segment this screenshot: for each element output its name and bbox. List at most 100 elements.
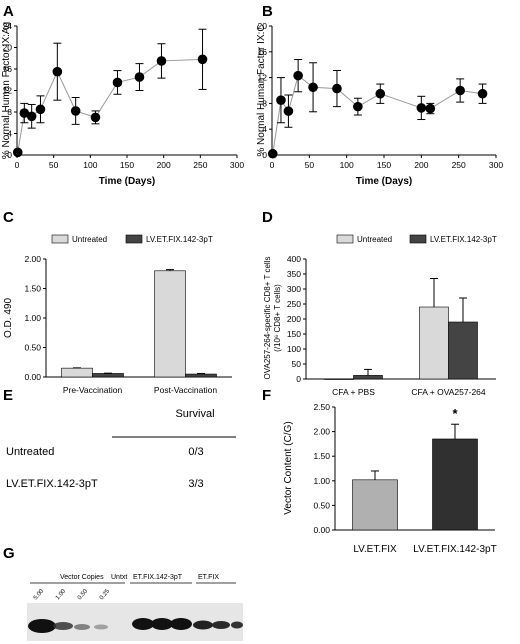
y-tick-label: 12 bbox=[258, 73, 268, 83]
bar bbox=[154, 270, 186, 378]
x-tick-label: 250 bbox=[452, 160, 466, 170]
y-axis-title: O.D. 490 bbox=[3, 298, 14, 338]
panel-letter-f: F bbox=[262, 387, 271, 404]
x-category-label: Pre-Vaccination bbox=[63, 385, 123, 395]
bar bbox=[353, 375, 383, 380]
y-tick-label: 8 bbox=[262, 98, 267, 108]
gel-band bbox=[132, 618, 154, 630]
x-tick-label: 150 bbox=[377, 160, 391, 170]
gel-copy-label: 1.00 bbox=[55, 588, 68, 601]
y-tick-label: 4 bbox=[262, 124, 267, 134]
y-tick-label: 2.00 bbox=[24, 254, 41, 264]
gel-label-et-fix: ET.FIX bbox=[198, 574, 219, 581]
gel-copy-label: 5.00 bbox=[33, 588, 46, 601]
y-tick-label: 20 bbox=[258, 21, 268, 31]
data-point bbox=[52, 66, 63, 77]
panel-f-chart: 0.00 0.50 1.00 1.50 2.00 2.50 LV.ET.FIX LV.ET.F… bbox=[283, 402, 497, 555]
legend-label: LV.ET.FIX.142-3pT bbox=[430, 235, 497, 244]
data-point bbox=[416, 103, 427, 113]
data-point bbox=[197, 54, 208, 65]
x-category-label: CFA + OVA257-264 bbox=[411, 387, 486, 397]
table-row-value: 0/3 bbox=[188, 446, 203, 458]
y-tick-label: 250 bbox=[287, 299, 301, 309]
gel-band bbox=[193, 620, 213, 630]
legend-label: Untreated bbox=[357, 235, 392, 244]
y-tick-label: 24 bbox=[3, 21, 13, 31]
x-tick-label: 150 bbox=[120, 160, 134, 170]
data-point bbox=[19, 108, 30, 118]
y-tick-label: 100 bbox=[287, 344, 301, 354]
y-tick-label: 150 bbox=[287, 329, 301, 339]
legend-swatch bbox=[125, 234, 143, 244]
data-point bbox=[12, 147, 23, 158]
y-tick-label: 400 bbox=[287, 254, 301, 264]
y-tick-label: 0.00 bbox=[313, 525, 330, 535]
x-tick-label: 200 bbox=[157, 160, 171, 170]
y-tick-label: 0.50 bbox=[313, 500, 330, 510]
legend-swatch bbox=[51, 234, 69, 244]
bar bbox=[324, 378, 354, 380]
legend-label: Untreated bbox=[72, 235, 107, 244]
x-category-label: Post-Vaccination bbox=[154, 385, 217, 395]
x-tick-label: 300 bbox=[230, 160, 244, 170]
panel-letter-d: D bbox=[262, 209, 273, 226]
legend-label: LV.ET.FIX.142-3pT bbox=[146, 235, 213, 244]
bar bbox=[419, 306, 449, 380]
y-tick-label: 16 bbox=[3, 64, 13, 74]
data-point bbox=[156, 56, 167, 66]
y-axis-title: % Normal Human Factor IX:C bbox=[256, 24, 267, 156]
x-axis-title: Time (Days) bbox=[99, 176, 156, 187]
y-tick-label: 4 bbox=[7, 129, 12, 139]
y-tick-label: 0.00 bbox=[24, 372, 41, 382]
bar bbox=[61, 367, 93, 378]
x-category-label: LV.ET.FIX bbox=[353, 544, 397, 555]
data-point bbox=[35, 104, 46, 115]
data-point bbox=[90, 112, 101, 123]
y-tick-label: 16 bbox=[258, 47, 268, 57]
y-tick-label: 12 bbox=[3, 86, 13, 96]
gel-band bbox=[28, 619, 56, 633]
y-tick-label: 50 bbox=[292, 359, 302, 369]
bar bbox=[92, 373, 124, 378]
data-point bbox=[70, 106, 81, 116]
y-tick-label: 1.00 bbox=[24, 313, 41, 323]
x-axis-title: Time (Days) bbox=[356, 176, 413, 187]
y-tick-label: 2.50 bbox=[313, 402, 330, 412]
x-tick-label: 100 bbox=[83, 160, 97, 170]
data-point bbox=[293, 70, 303, 81]
table-row-label: Untreated bbox=[6, 446, 54, 458]
gel-band bbox=[74, 624, 90, 630]
panel-letter-a: A bbox=[3, 3, 14, 20]
data-point bbox=[283, 106, 294, 116]
y-tick-label: 8 bbox=[7, 107, 12, 117]
data-point bbox=[134, 72, 145, 82]
x-tick-label: 0 bbox=[15, 160, 20, 170]
data-point bbox=[26, 111, 37, 122]
x-tick-label: 0 bbox=[270, 160, 275, 170]
data-point bbox=[353, 101, 363, 112]
x-tick-label: 250 bbox=[193, 160, 207, 170]
panel-d-chart: 0 50 100 150 200 250 300 350 400 CFA + PBS CFA + O… bbox=[263, 234, 497, 397]
significance-marker: * bbox=[452, 406, 458, 421]
x-tick-label: 50 bbox=[305, 160, 315, 170]
series-line bbox=[272, 74, 483, 154]
series-line bbox=[17, 58, 203, 153]
y-tick-label: 1.50 bbox=[24, 284, 41, 294]
gel-band bbox=[151, 618, 173, 630]
bar bbox=[448, 321, 478, 380]
panel-a-chart: 0 4 8 12 16 20 24 0 50 100 150 200 250 300 % Normal Hu… bbox=[1, 21, 244, 187]
y-tick-label: 1.50 bbox=[313, 451, 330, 461]
x-tick-label: 300 bbox=[489, 160, 503, 170]
bar bbox=[185, 373, 217, 378]
data-point bbox=[308, 82, 318, 93]
y-tick-label: 200 bbox=[287, 314, 301, 324]
x-tick-label: 200 bbox=[414, 160, 428, 170]
gel-label-et-fix-142: ET.FIX.142-3pT bbox=[133, 574, 183, 581]
gel-copy-label: 0.25 bbox=[99, 588, 112, 601]
y-tick-label: 0 bbox=[296, 374, 301, 384]
legend-swatch bbox=[336, 234, 354, 244]
panel-letter-c: C bbox=[3, 209, 14, 226]
y-axis-title: % Normal Human Factor IX:Ag bbox=[1, 22, 12, 159]
y-tick-label: 0.50 bbox=[24, 343, 41, 353]
